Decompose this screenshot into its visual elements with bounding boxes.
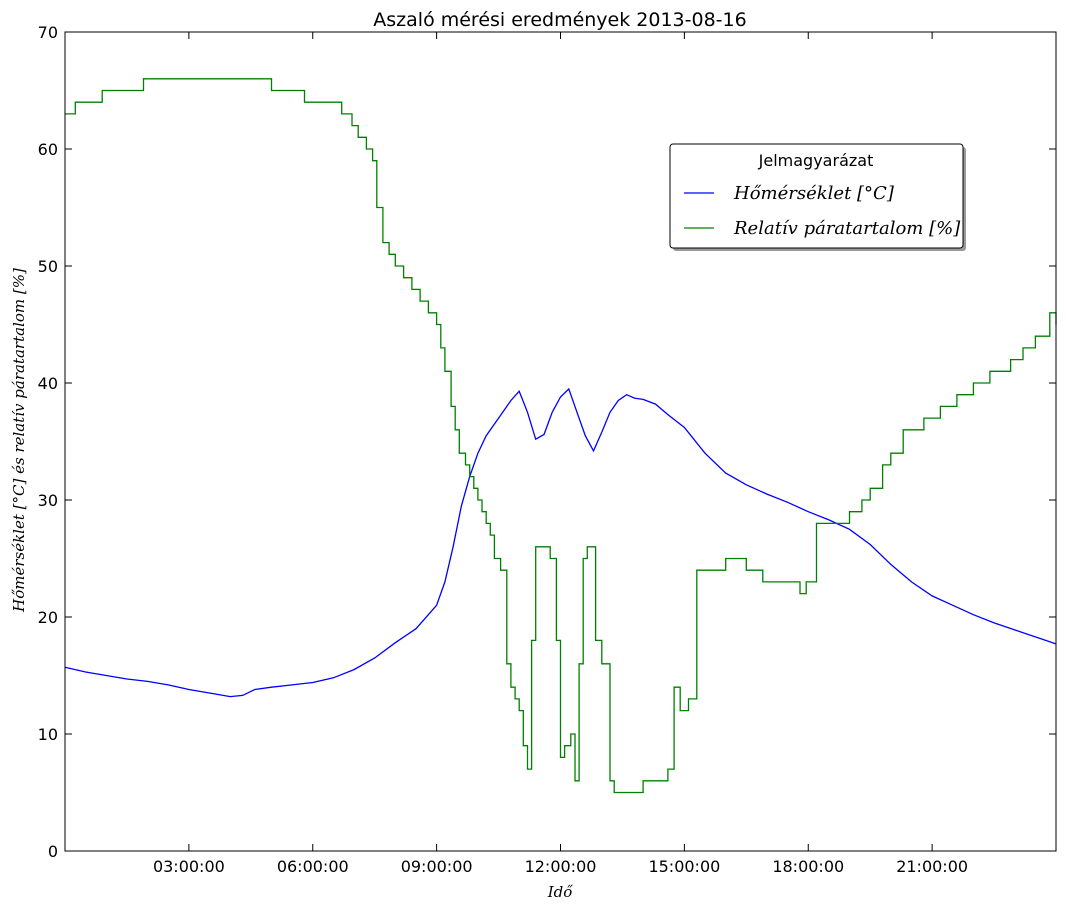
legend-entry-label: Hőmérséklet [°C]: [733, 183, 895, 204]
x-tick-label: 12:00:00: [525, 857, 597, 876]
x-tick-label: 15:00:00: [648, 857, 720, 876]
y-tick-label: 50: [38, 257, 58, 276]
x-tick-label: 21:00:00: [896, 857, 968, 876]
x-tick-label: 03:00:00: [153, 857, 225, 876]
x-axis: 03:00:00 06:00:00 09:00:00 12:00:00 15:00:00…: [153, 32, 968, 876]
chart-title: Aszaló mérési eredmények 2013-08-16: [373, 9, 746, 31]
legend-title: Jelmagyarázat: [758, 151, 874, 170]
y-tick-label: 10: [38, 725, 58, 744]
y-axis: 0 10 20 30 40 50 60 70: [38, 23, 1056, 861]
y-axis-label: Hőmérséklet [°C] és relatív páratartalom…: [10, 268, 28, 613]
plot-area: [64, 78, 1057, 794]
y-tick-label: 60: [38, 140, 58, 159]
y-tick-label: 20: [38, 608, 58, 627]
series-line-2: [65, 78, 1057, 794]
x-tick-label: 09:00:00: [401, 857, 473, 876]
x-tick-label: 06:00:00: [277, 857, 349, 876]
y-tick-label: 40: [38, 374, 58, 393]
legend-box: [669, 143, 964, 249]
legend-entry-label: Relatív páratartalom [%]: [733, 218, 961, 239]
x-tick-label: 18:00:00: [772, 857, 844, 876]
y-tick-label: 30: [38, 491, 58, 510]
y-tick-label: 70: [38, 23, 58, 42]
legend: Jelmagyarázat Hőmérséklet [°C] Relatív pár…: [669, 143, 966, 251]
x-axis-label: Idő: [547, 883, 574, 901]
plot-frame: [64, 31, 1057, 852]
y-tick-label: 0: [48, 842, 58, 861]
